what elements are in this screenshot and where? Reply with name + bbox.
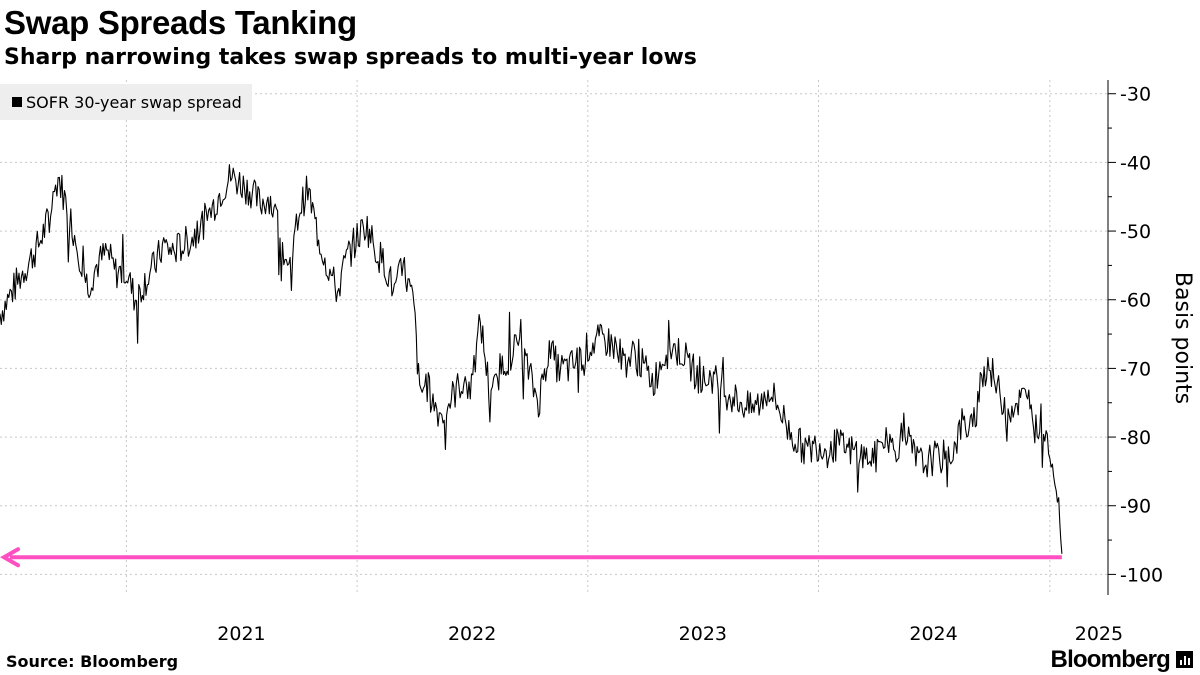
- y-tick-label: -30: [1120, 84, 1151, 106]
- y-tick-label: -90: [1120, 496, 1151, 518]
- y-tick-label: -80: [1120, 427, 1151, 449]
- y-tick-label: -40: [1120, 152, 1151, 174]
- x-tick-label: 2023: [679, 623, 727, 645]
- legend: SOFR 30-year swap spread: [0, 84, 252, 120]
- x-tick-label: 2024: [909, 623, 957, 645]
- chart-title: Swap Spreads Tanking: [4, 4, 357, 41]
- brand-wordmark: Bloomberg: [1050, 646, 1171, 673]
- series-line-sofr-30y: [0, 164, 1063, 554]
- chart-subtitle: Sharp narrowing takes swap spreads to mu…: [4, 45, 697, 70]
- bloomberg-logo-icon: [1176, 651, 1193, 668]
- source-note: Source: Bloomberg: [6, 652, 179, 671]
- x-tick-label: 2022: [448, 623, 496, 645]
- y-axis-title: Basis points: [1170, 272, 1195, 404]
- x-tick-label: 2025: [1075, 623, 1123, 645]
- x-axis: 2021 2022 2023 2024 2025: [217, 623, 1123, 645]
- series-layer: [0, 164, 1063, 554]
- y-tick-label: -70: [1120, 358, 1151, 380]
- y-tick-label: -60: [1120, 290, 1151, 312]
- y-tick-label: -100: [1120, 564, 1163, 586]
- gridlines: [0, 80, 1108, 595]
- y-tick-label: -50: [1120, 221, 1151, 243]
- annotation-layer: [0, 547, 1062, 568]
- annotation-arrowhead: [0, 547, 20, 568]
- x-tick-label: 2021: [217, 623, 265, 645]
- legend-label: SOFR 30-year swap spread: [26, 92, 242, 112]
- y-axis: -30 -40 -50 -60 -70 -80 -90 -100: [1107, 80, 1163, 595]
- legend-swatch: [12, 97, 22, 107]
